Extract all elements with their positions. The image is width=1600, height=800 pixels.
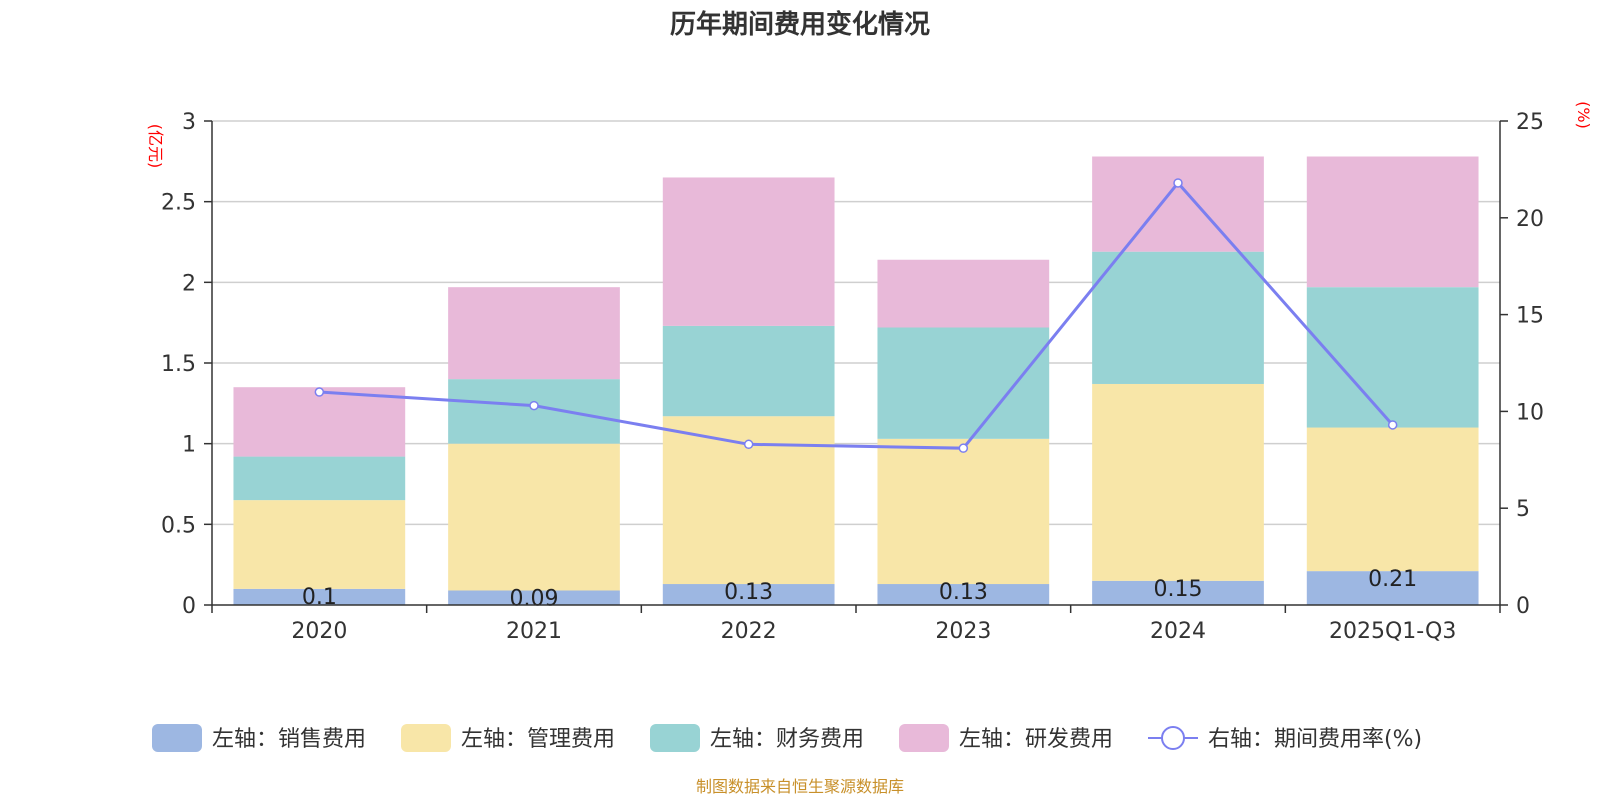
right-axis-tick-label: 20 bbox=[1516, 207, 1544, 232]
bar-segment-3 bbox=[877, 327, 1050, 439]
legend-label: 左轴：管理费用 bbox=[461, 727, 615, 752]
bar-data-label: 0.13 bbox=[724, 580, 773, 605]
bar-segment-1 bbox=[877, 584, 1050, 605]
bar-segment-3 bbox=[448, 379, 620, 444]
left-axis-tick-label: 2.5 bbox=[161, 191, 196, 216]
legend-line-marker-circle bbox=[1161, 726, 1185, 750]
right-axis-tick-label: 10 bbox=[1516, 400, 1544, 425]
x-axis-tick-label: 2025Q1-Q3 bbox=[1329, 619, 1456, 644]
legend-swatch bbox=[899, 724, 949, 752]
left-axis-tick-label: 1.5 bbox=[161, 352, 196, 377]
rate-point bbox=[958, 443, 969, 453]
bar-segment-1 bbox=[233, 588, 406, 605]
left-axis-tick-label: 1 bbox=[182, 433, 196, 458]
bar-data-label: 0.15 bbox=[1154, 577, 1203, 602]
right-axis-tick-label: 25 bbox=[1516, 110, 1544, 135]
bar-segment-3 bbox=[233, 456, 406, 501]
bar-segment-4 bbox=[877, 259, 1050, 328]
left-axis-tick-label: 0.5 bbox=[161, 513, 196, 538]
bar-segment-2 bbox=[1092, 383, 1264, 581]
x-axis-tick-label: 2021 bbox=[506, 619, 562, 644]
bar-data-label: 0.09 bbox=[510, 586, 559, 611]
bar-data-label: 0.1 bbox=[302, 585, 337, 610]
legend-label: 左轴：研发费用 bbox=[959, 727, 1113, 752]
x-axis-tick-label: 2020 bbox=[291, 619, 347, 644]
chart-title: 历年期间费用变化情况 bbox=[670, 9, 930, 40]
legend-swatch bbox=[650, 724, 700, 752]
bar-segment-3 bbox=[662, 325, 835, 417]
rate-point bbox=[314, 387, 325, 397]
legend-label: 左轴：财务费用 bbox=[710, 727, 864, 752]
x-axis-tick-label: 2022 bbox=[721, 619, 777, 644]
x-axis-tick-label: 2023 bbox=[935, 619, 991, 644]
bar-segment-2 bbox=[448, 443, 620, 591]
source-note: 制图数据来自恒生聚源数据库 bbox=[696, 777, 904, 796]
rate-point bbox=[1173, 178, 1183, 188]
axes: 0 0.5 1 1.5 2 2.5 3 0 5 10 15 20 25 2020 2021 2022 2023 2… bbox=[161, 110, 1544, 644]
left-axis-tick-label: 2 bbox=[182, 271, 196, 296]
left-axis-tick-label: 3 bbox=[182, 110, 196, 135]
bar-segment-4 bbox=[448, 287, 620, 380]
rate-point bbox=[1387, 420, 1398, 430]
legend-label: 左轴：销售费用 bbox=[212, 727, 366, 752]
right-axis-unit: (%) bbox=[1574, 101, 1593, 129]
legend-swatch bbox=[401, 724, 451, 752]
left-axis-unit: (亿元) bbox=[146, 124, 165, 169]
bar-series: 0.1 0.09 0.13 0.13 0.15 0.21 bbox=[233, 156, 1479, 611]
rate-point bbox=[743, 439, 754, 450]
bar-segment-2 bbox=[877, 438, 1050, 585]
legend-label: 右轴：期间费用率(%) bbox=[1208, 727, 1422, 752]
bar-segment-3 bbox=[1306, 287, 1479, 428]
bar-segment-2 bbox=[233, 500, 406, 589]
legend: 左轴：销售费用 左轴：管理费用 左轴：财务费用 左轴：研发费用 右轴：期间费用率(%) bbox=[152, 724, 1422, 752]
rate-point bbox=[529, 400, 539, 411]
bar-data-label: 0.13 bbox=[939, 580, 988, 605]
left-axis-tick-label: 0 bbox=[182, 594, 196, 619]
grid-lines bbox=[212, 120, 1500, 526]
x-axis-tick-label: 2024 bbox=[1150, 619, 1206, 644]
bar-segment-1 bbox=[662, 584, 835, 605]
bar-segment-1 bbox=[1092, 580, 1264, 605]
bar-data-label: 0.21 bbox=[1368, 567, 1417, 592]
rate-line-series bbox=[314, 178, 1398, 453]
right-axis-tick-label: 5 bbox=[1516, 497, 1530, 522]
right-axis-tick-label: 15 bbox=[1516, 304, 1544, 329]
bar-segment-4 bbox=[233, 387, 406, 457]
bar-segment-2 bbox=[1306, 427, 1479, 572]
bar-segment-3 bbox=[1092, 251, 1264, 384]
bar-segment-1 bbox=[1306, 571, 1479, 605]
bar-segment-4 bbox=[1306, 156, 1479, 288]
rate-line bbox=[319, 180, 1394, 450]
bar-segment-1 bbox=[448, 590, 620, 605]
legend-swatch bbox=[152, 724, 202, 752]
bar-segment-4 bbox=[1092, 156, 1264, 252]
right-axis-tick-label: 0 bbox=[1516, 594, 1530, 619]
bar-segment-4 bbox=[662, 177, 835, 326]
